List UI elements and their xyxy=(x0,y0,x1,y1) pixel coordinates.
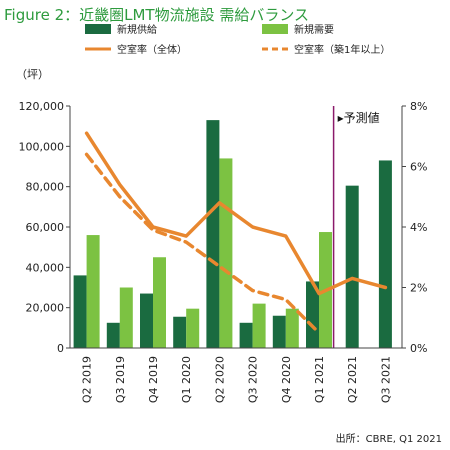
line-vacancy-all xyxy=(84,131,388,296)
right-axis-tick-label: 0% xyxy=(410,342,427,355)
x-axis-tick-label: Q3 2019 xyxy=(114,356,127,403)
left-axis-tick-label: 80,000 xyxy=(26,181,65,194)
x-axis-tick-label: Q2 2019 xyxy=(81,356,94,403)
legend-swatch-demand xyxy=(262,24,288,34)
chart-title: Figure 2：近畿圏LMT物流施設 需給バランス xyxy=(4,6,310,24)
right-axis-tick-label: 4% xyxy=(410,221,427,234)
right-axis-tick-label: 2% xyxy=(410,282,427,295)
bar-new-supply xyxy=(206,120,220,348)
bar-new-supply xyxy=(306,281,319,348)
left-axis-tick-label: 0 xyxy=(57,342,64,355)
x-axis-tick-label: Q2 2021 xyxy=(346,356,359,403)
source-note: 出所：CBRE, Q1 2021 xyxy=(335,434,442,445)
x-axis-tick-label: Q4 2020 xyxy=(280,356,293,403)
bar-new-supply xyxy=(272,315,286,348)
bar-new-demand xyxy=(119,287,133,348)
legend-swatch-supply xyxy=(85,24,111,34)
left-axis-tick-label: 120,000 xyxy=(19,100,65,113)
bar-new-demand xyxy=(86,235,100,348)
bar-new-supply xyxy=(378,160,392,348)
legend-label-vacancy-all: 空室率（全体） xyxy=(117,43,187,56)
line-vacancy-1yr xyxy=(84,152,321,335)
bar-new-demand xyxy=(153,257,166,348)
x-axis-tick-label: Q3 2021 xyxy=(379,356,392,403)
bar-new-demand xyxy=(285,308,299,348)
bar-new-demand xyxy=(219,158,233,348)
bar-new-supply xyxy=(173,316,187,348)
left-axis-tick-label: 100,000 xyxy=(19,140,65,153)
x-axis-tick-label: Q3 2020 xyxy=(247,356,260,403)
right-axis-tick-label: 8% xyxy=(410,100,427,113)
left-axis-tick-label: 20,000 xyxy=(26,302,65,315)
bar-new-demand xyxy=(186,308,200,348)
legend-label-supply: 新規供給 xyxy=(117,23,157,36)
right-axis-tick-label: 6% xyxy=(410,161,427,174)
x-axis-tick-label: Q1 2020 xyxy=(180,356,193,403)
legend-label-demand: 新規需要 xyxy=(294,23,334,36)
x-axis-tick-label: Q4 2019 xyxy=(147,356,160,403)
left-axis-tick-label: 40,000 xyxy=(26,261,65,274)
bar-new-supply xyxy=(73,275,87,348)
bar-new-supply xyxy=(345,185,359,348)
bar-new-supply xyxy=(106,322,120,348)
left-axis-unit: （坪） xyxy=(16,68,49,81)
left-axis-tick-label: 60,000 xyxy=(26,221,65,234)
legend-label-vacancy-1yr: 空室率（築1年以上） xyxy=(294,43,390,56)
x-axis-tick-label: Q2 2020 xyxy=(213,356,226,403)
bar-new-supply xyxy=(239,322,253,348)
x-axis-tick-label: Q1 2021 xyxy=(313,356,326,403)
forecast-label: ▸予測値 xyxy=(338,110,380,125)
bar-new-demand xyxy=(252,303,266,348)
bar-new-supply xyxy=(140,293,153,348)
